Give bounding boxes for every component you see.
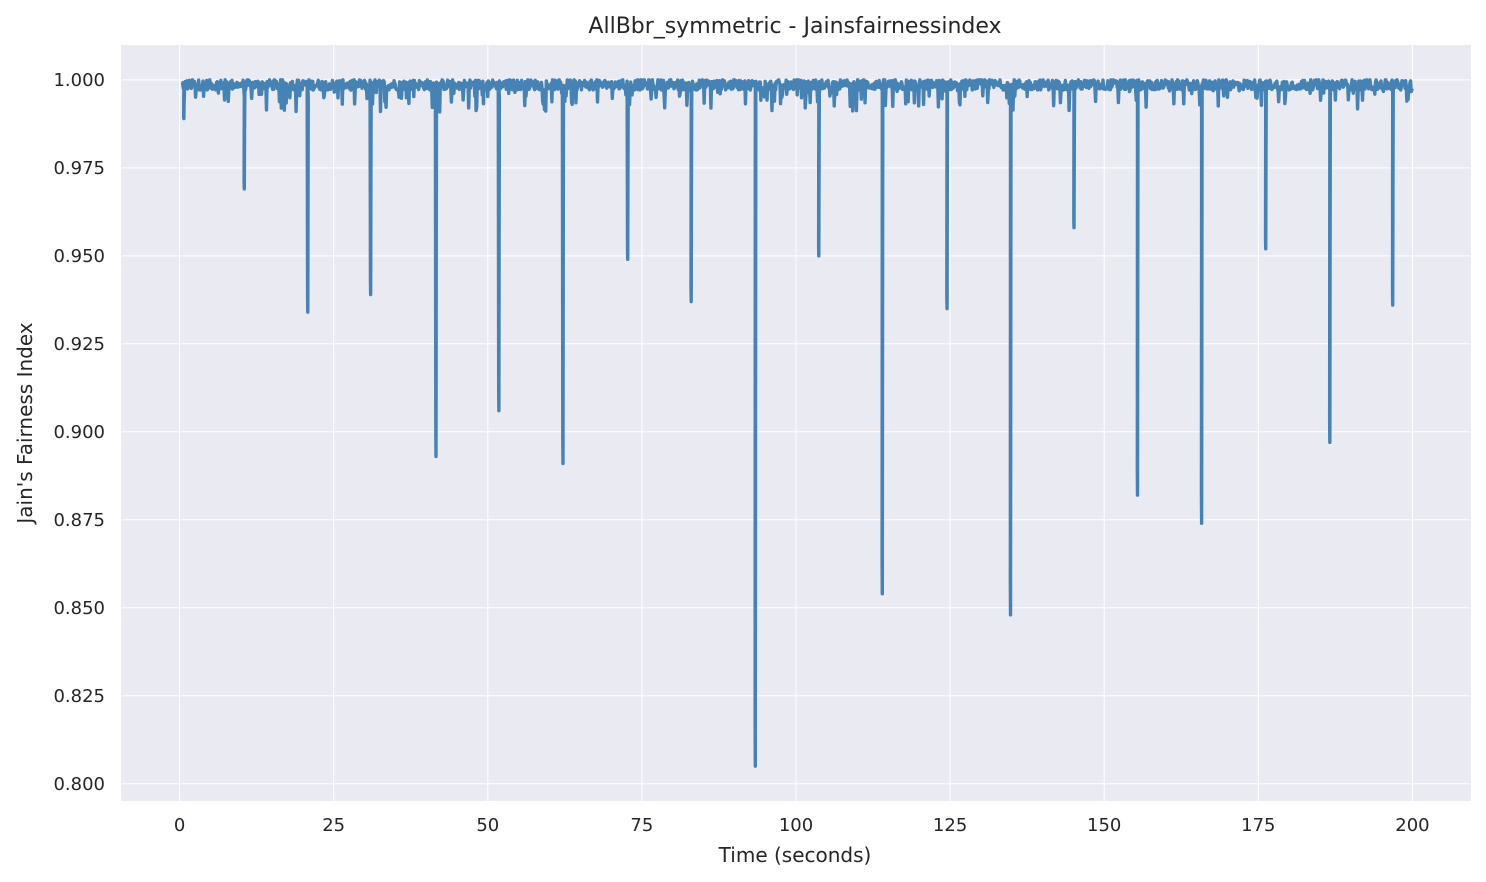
series-line [180, 78, 1414, 768]
x-tick-label: 0 [174, 815, 185, 836]
y-axis-ticks: 0.800 0.825 0.850 0.875 0.900 0.925 0.950 0.975… [53, 70, 105, 795]
y-tick-label: 0.975 [53, 158, 105, 179]
x-axis-title: Time (seconds) [718, 843, 872, 867]
y-tick-label: 0.825 [53, 686, 105, 707]
x-tick-label: 150 [1087, 815, 1121, 836]
y-tick-label: 0.850 [53, 598, 105, 619]
x-tick-label: 50 [476, 815, 499, 836]
chart-title: AllBbr_symmetric - Jainsfairnessindex [588, 14, 1001, 39]
y-tick-label: 0.925 [53, 334, 105, 355]
y-tick-label: 1.000 [53, 70, 105, 91]
x-tick-label: 175 [1241, 815, 1275, 836]
x-tick-label: 25 [322, 815, 345, 836]
x-tick-label: 75 [630, 815, 653, 836]
y-tick-label: 0.950 [53, 246, 105, 267]
y-tick-label: 0.800 [53, 774, 105, 795]
x-tick-label: 200 [1395, 815, 1429, 836]
y-tick-label: 0.875 [53, 510, 105, 531]
x-axis-ticks: 0 25 50 75 100 125 150 175 200 [174, 815, 1430, 836]
y-axis-title: Jain's Fairness Index [13, 322, 37, 525]
series-layer [180, 78, 1414, 768]
grid [121, 45, 1471, 801]
x-tick-label: 100 [779, 815, 813, 836]
y-tick-label: 0.900 [53, 422, 105, 443]
x-tick-label: 125 [933, 815, 967, 836]
